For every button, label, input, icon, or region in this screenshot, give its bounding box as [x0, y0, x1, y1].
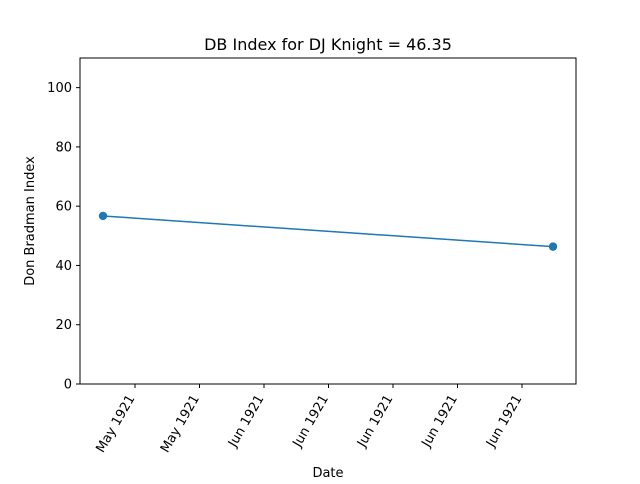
y-tick-label: 20	[55, 318, 72, 333]
data-point	[548, 242, 558, 251]
y-axis: 0 20 40 60 80 100	[47, 81, 80, 393]
x-axis-label: Date	[312, 466, 343, 480]
y-tick-label: 40	[55, 259, 72, 274]
chart-title: DB Index for DJ Knight = 46.35	[204, 35, 452, 54]
series-line	[102, 215, 554, 248]
y-tick-label: 60	[55, 200, 72, 215]
y-tick-label: 80	[55, 140, 72, 155]
data-point	[98, 211, 108, 221]
series-layer	[98, 211, 558, 251]
y-tick-label: 100	[47, 81, 72, 96]
y-axis-label: Don Bradman Index	[23, 156, 38, 286]
y-tick-label: 0	[64, 378, 72, 393]
plot-area	[79, 57, 577, 385]
